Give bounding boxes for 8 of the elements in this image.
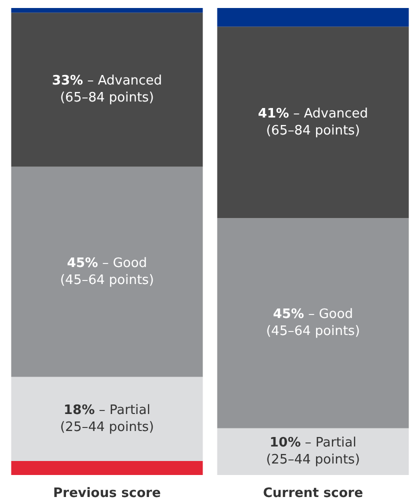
data-label: 10% – Partial (25–44 points) — [266, 436, 360, 468]
data-label: 33% – Advanced (65–84 points) — [52, 74, 162, 106]
data-label: 41% – Advanced (65–84 points) — [258, 106, 368, 138]
data-label: 45% – Good (45–64 points) — [60, 256, 154, 288]
x-tick-label: Current score — [262, 486, 364, 501]
data-label: 18% – Partial (25–44 points) — [60, 402, 154, 435]
x-tick-label: Previous score — [53, 486, 162, 501]
data-label: 45% – Good (45–64 points) — [266, 307, 360, 340]
